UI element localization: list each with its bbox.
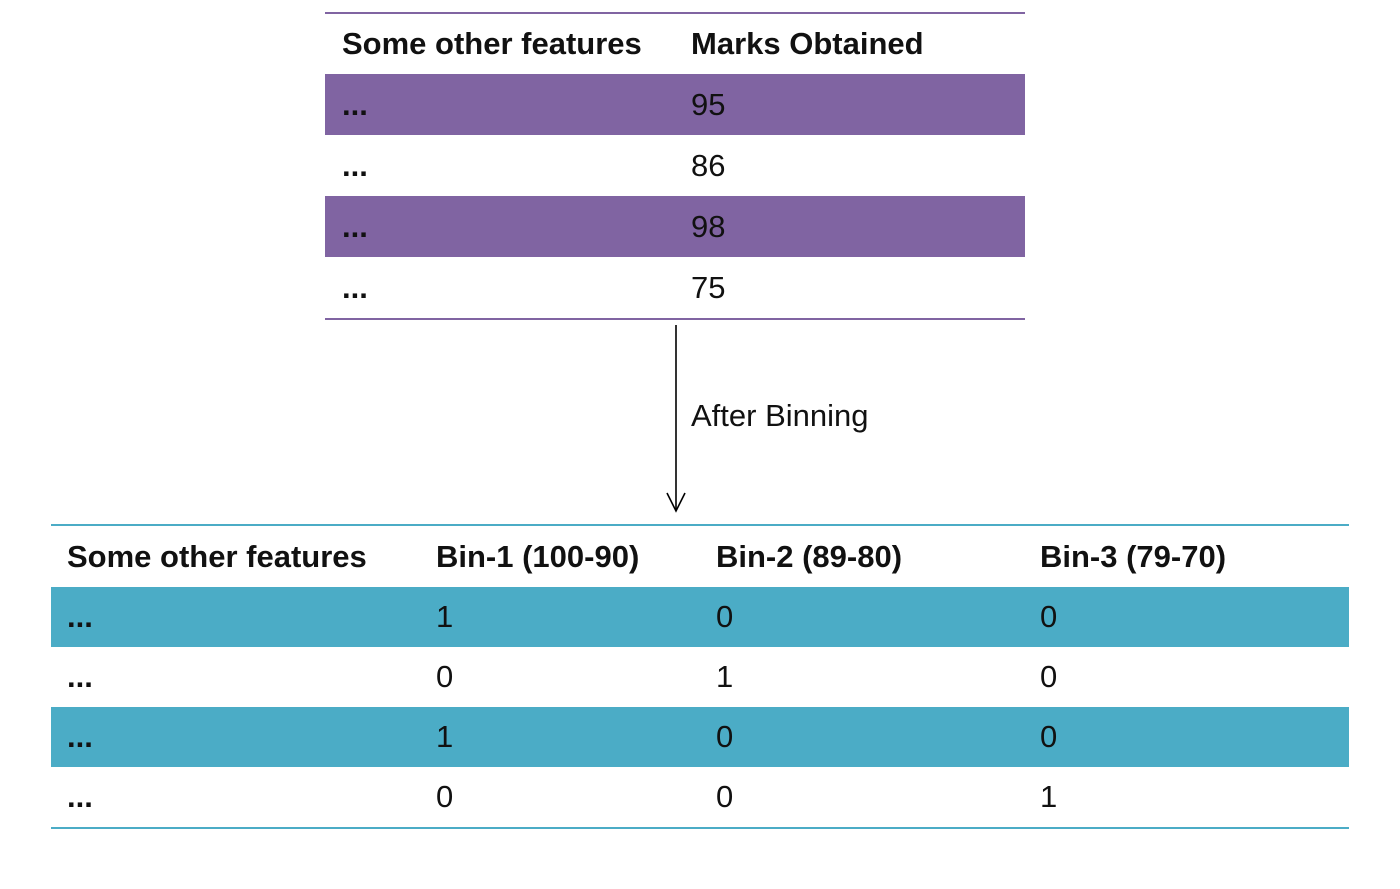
header-bin-2: Bin-2 (89-80) [716, 539, 1040, 575]
marks-table: Some other features Marks Obtained ... 9… [325, 12, 1025, 320]
bin-2-cell: 0 [716, 719, 1040, 755]
marks-cell: 75 [691, 270, 1025, 306]
table-row: ... 98 [325, 196, 1025, 257]
bin-1-cell: 0 [436, 779, 716, 815]
table-row: ... 75 [325, 257, 1025, 318]
down-arrow-icon [660, 325, 692, 515]
features-cell: ... [325, 87, 691, 123]
marks-table-header: Some other features Marks Obtained [325, 14, 1025, 74]
table-row: ... 1 0 0 [51, 707, 1349, 767]
header-marks-obtained: Marks Obtained [691, 26, 1025, 62]
bin-2-cell: 0 [716, 779, 1040, 815]
header-bin-3: Bin-3 (79-70) [1040, 539, 1349, 575]
header-some-other-features: Some other features [51, 539, 436, 575]
bin-3-cell: 0 [1040, 719, 1349, 755]
header-bin-1: Bin-1 (100-90) [436, 539, 716, 575]
features-cell: ... [51, 599, 436, 635]
bin-1-cell: 1 [436, 719, 716, 755]
features-cell: ... [325, 270, 691, 306]
binned-table: Some other features Bin-1 (100-90) Bin-2… [51, 524, 1349, 829]
table-row: ... 0 0 1 [51, 767, 1349, 827]
marks-cell: 95 [691, 87, 1025, 123]
bin-1-cell: 0 [436, 659, 716, 695]
features-cell: ... [325, 148, 691, 184]
features-cell: ... [325, 209, 691, 245]
bin-3-cell: 1 [1040, 779, 1349, 815]
table-row: ... 1 0 0 [51, 587, 1349, 647]
binned-table-header: Some other features Bin-1 (100-90) Bin-2… [51, 526, 1349, 587]
after-binning-label: After Binning [691, 398, 869, 434]
features-cell: ... [51, 659, 436, 695]
features-cell: ... [51, 779, 436, 815]
features-cell: ... [51, 719, 436, 755]
bin-1-cell: 1 [436, 599, 716, 635]
table-row: ... 95 [325, 74, 1025, 135]
bin-2-cell: 1 [716, 659, 1040, 695]
header-some-other-features: Some other features [325, 26, 691, 62]
bin-3-cell: 0 [1040, 659, 1349, 695]
bin-3-cell: 0 [1040, 599, 1349, 635]
bin-2-cell: 0 [716, 599, 1040, 635]
marks-cell: 98 [691, 209, 1025, 245]
marks-cell: 86 [691, 148, 1025, 184]
table-row: ... 86 [325, 135, 1025, 196]
table-row: ... 0 1 0 [51, 647, 1349, 707]
